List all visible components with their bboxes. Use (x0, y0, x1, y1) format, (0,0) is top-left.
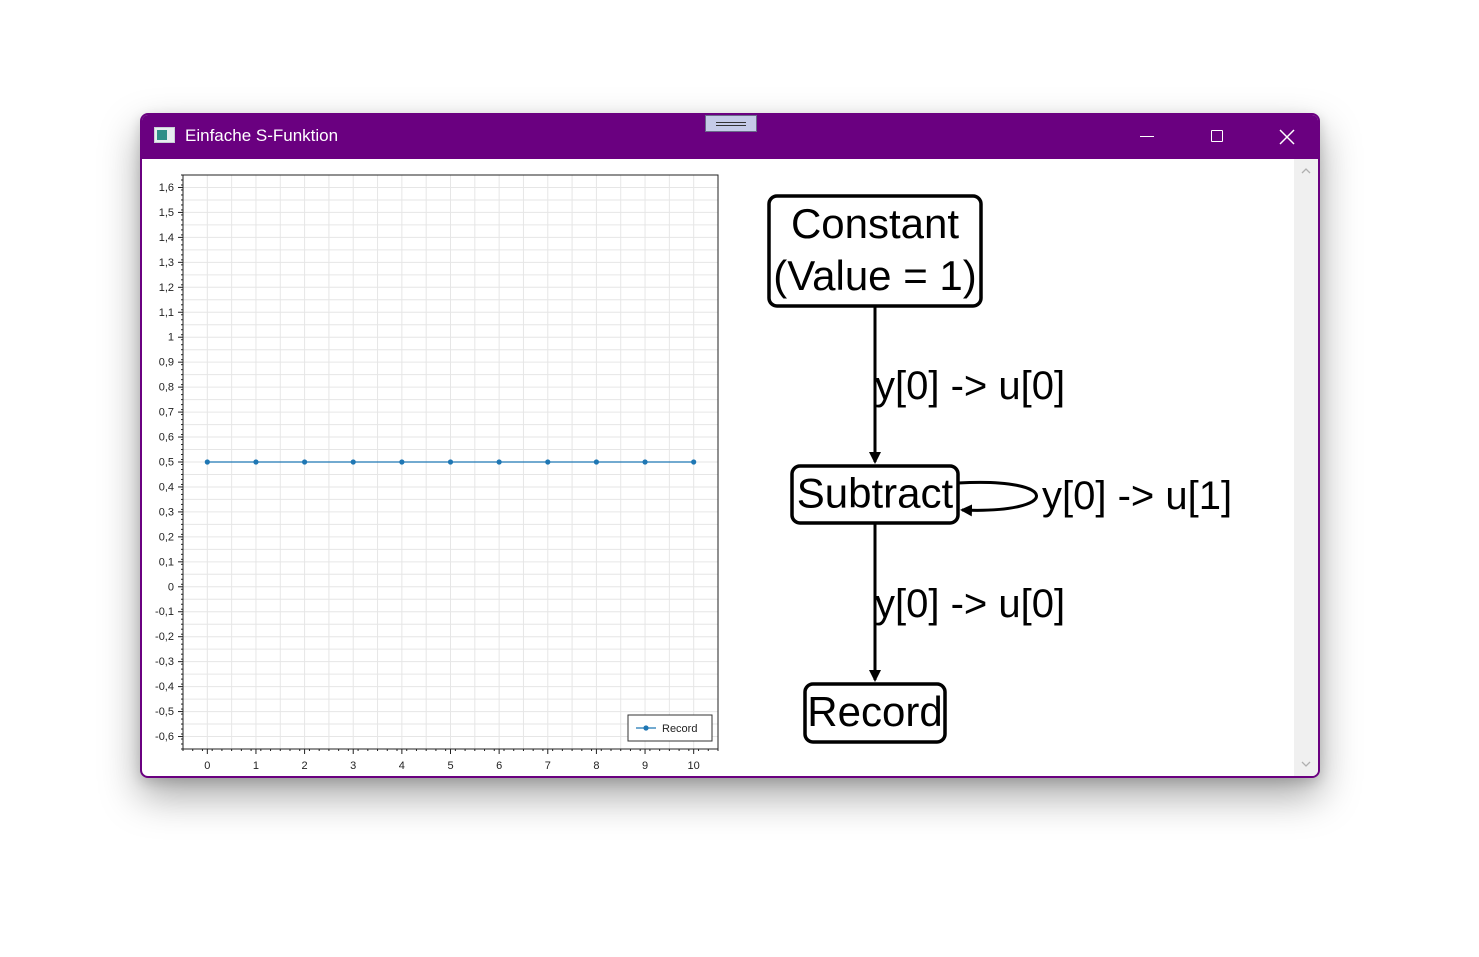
y-tick-label: 0,9 (159, 357, 174, 369)
y-tick-label: -0,5 (155, 706, 174, 718)
edge-subtract-self (957, 480, 1038, 517)
y-tick-label: -0,4 (155, 681, 174, 693)
data-point[interactable] (301, 459, 308, 465)
legend-marker (643, 725, 649, 731)
chart-grid (183, 174, 719, 750)
edge-label: y[0] -> u[1] (1042, 474, 1232, 518)
data-point[interactable] (545, 459, 551, 465)
y-tick-label: 1,4 (159, 232, 174, 244)
data-point[interactable] (642, 459, 648, 465)
y-tick-label: 0,4 (159, 481, 174, 493)
data-point[interactable] (253, 459, 259, 465)
y-tick-label: 1,5 (159, 207, 174, 219)
y-tick-label: -0,3 (155, 656, 174, 668)
minimize-icon (1140, 136, 1154, 137)
x-tick-label: 4 (399, 760, 405, 772)
y-tick-label: 1,3 (159, 257, 174, 269)
y-tick-label: 1,6 (159, 182, 174, 194)
y-tick-label: 0,5 (159, 457, 174, 469)
block-diagram[interactable]: Constant (Value = 1) Subtract Record y[0] ->… (762, 159, 1292, 776)
y-tick-label: 1,2 (159, 282, 174, 294)
node-label-constant: Constant (791, 200, 959, 247)
data-point[interactable] (496, 459, 502, 465)
drag-handle-icon[interactable] (705, 115, 757, 132)
window-title: Einfache S-Funktion (185, 126, 339, 145)
vertical-scrollbar[interactable] (1294, 159, 1318, 776)
x-tick-label: 1 (253, 760, 259, 772)
node-label-subtract: Subtract (797, 470, 954, 517)
data-point[interactable] (593, 459, 600, 465)
y-tick-label: 0,2 (159, 531, 174, 543)
x-tick-label: 2 (302, 760, 308, 772)
close-button[interactable] (1252, 115, 1318, 159)
y-tick-label: 1,1 (159, 307, 174, 319)
node-record[interactable] (803, 682, 947, 744)
y-tick-label: -0,2 (155, 631, 174, 643)
y-tick-label: 0 (168, 581, 174, 593)
data-point[interactable] (447, 459, 454, 465)
app-icon (154, 127, 175, 143)
maximize-icon (1211, 130, 1223, 142)
x-tick-label: 8 (593, 760, 599, 772)
y-tick-label: 0,7 (159, 407, 174, 419)
y-tick-label: 0,1 (159, 556, 174, 568)
x-tick-label: 0 (204, 760, 210, 772)
y-tick-label: 0,6 (159, 432, 174, 444)
x-tick-label: 6 (496, 760, 502, 772)
node-label-record: Record (807, 688, 942, 735)
app-window: Einfache S-Funktion 1,6 1,5 1,4 1,3 1,2 1,1 1 0… (140, 113, 1320, 778)
maximize-button[interactable] (1182, 115, 1252, 159)
x-tick-label: 7 (545, 760, 551, 772)
x-tick-label: 9 (642, 760, 648, 772)
y-tick-label: -0,6 (155, 731, 174, 743)
data-point[interactable] (399, 459, 405, 465)
y-tick-label: 0,8 (159, 382, 174, 394)
data-point[interactable] (350, 459, 356, 465)
close-icon (1279, 129, 1295, 145)
x-tick-label: 3 (350, 760, 356, 772)
title-bar[interactable]: Einfache S-Funktion (142, 115, 1318, 159)
legend-label: Record (662, 723, 697, 735)
x-tick-label: 5 (447, 760, 453, 772)
y-tick-label: 0,3 (159, 506, 174, 518)
y-tick-label: 1 (168, 332, 174, 344)
chart-legend: Record (627, 714, 713, 742)
x-tick-label: 10 (688, 760, 700, 772)
chevron-down-icon[interactable] (1300, 758, 1312, 770)
y-tick-label: -0,1 (155, 606, 174, 618)
data-point[interactable] (204, 459, 210, 465)
edge-label: y[0] -> u[0] (875, 364, 1065, 408)
chevron-up-icon[interactable] (1300, 165, 1312, 177)
minimize-button[interactable] (1112, 115, 1182, 159)
record-chart[interactable]: 1,6 1,5 1,4 1,3 1,2 1,1 1 0,9 0,8 0,7 0,6 0,5 0,4 0,3… (142, 159, 742, 776)
node-label-constant: (Value = 1) (773, 252, 977, 299)
edge-label: y[0] -> u[0] (875, 582, 1065, 626)
data-point[interactable] (691, 459, 697, 465)
